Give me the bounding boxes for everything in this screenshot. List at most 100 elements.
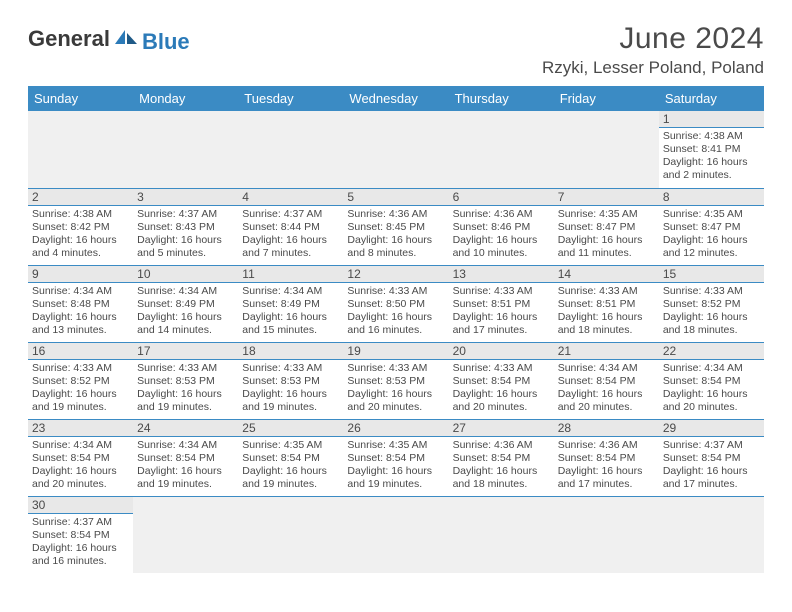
day-number: 6 xyxy=(449,189,554,206)
day-cell: 28Sunrise: 4:36 AMSunset: 8:54 PMDayligh… xyxy=(554,419,659,496)
day-cell: 19Sunrise: 4:33 AMSunset: 8:53 PMDayligh… xyxy=(343,342,448,419)
day-cell: 25Sunrise: 4:35 AMSunset: 8:54 PMDayligh… xyxy=(238,419,343,496)
day-number: 4 xyxy=(238,189,343,206)
day-number: 17 xyxy=(133,343,238,360)
day-details: Sunrise: 4:33 AMSunset: 8:53 PMDaylight:… xyxy=(343,360,448,417)
day-cell: 7Sunrise: 4:35 AMSunset: 8:47 PMDaylight… xyxy=(554,188,659,265)
calendar-row: 2Sunrise: 4:38 AMSunset: 8:42 PMDaylight… xyxy=(28,188,764,265)
day-number: 23 xyxy=(28,420,133,437)
day-details: Sunrise: 4:34 AMSunset: 8:54 PMDaylight:… xyxy=(133,437,238,494)
day-cell: 26Sunrise: 4:35 AMSunset: 8:54 PMDayligh… xyxy=(343,419,448,496)
day-cell: 6Sunrise: 4:36 AMSunset: 8:46 PMDaylight… xyxy=(449,188,554,265)
weekday-header: Friday xyxy=(554,86,659,111)
calendar-row: 23Sunrise: 4:34 AMSunset: 8:54 PMDayligh… xyxy=(28,419,764,496)
day-cell: 9Sunrise: 4:34 AMSunset: 8:48 PMDaylight… xyxy=(28,265,133,342)
day-cell: 14Sunrise: 4:33 AMSunset: 8:51 PMDayligh… xyxy=(554,265,659,342)
day-cell xyxy=(659,496,764,573)
day-details: Sunrise: 4:33 AMSunset: 8:52 PMDaylight:… xyxy=(659,283,764,340)
day-cell: 12Sunrise: 4:33 AMSunset: 8:50 PMDayligh… xyxy=(343,265,448,342)
day-cell: 23Sunrise: 4:34 AMSunset: 8:54 PMDayligh… xyxy=(28,419,133,496)
month-title: June 2024 xyxy=(542,22,764,56)
day-cell xyxy=(133,111,238,188)
weekday-header: Thursday xyxy=(449,86,554,111)
day-cell xyxy=(449,111,554,188)
day-cell: 13Sunrise: 4:33 AMSunset: 8:51 PMDayligh… xyxy=(449,265,554,342)
day-details: Sunrise: 4:37 AMSunset: 8:54 PMDaylight:… xyxy=(659,437,764,494)
day-cell: 11Sunrise: 4:34 AMSunset: 8:49 PMDayligh… xyxy=(238,265,343,342)
weekday-header: Sunday xyxy=(28,86,133,111)
logo-text-a: General xyxy=(28,26,110,51)
day-number: 21 xyxy=(554,343,659,360)
day-cell xyxy=(343,496,448,573)
day-details: Sunrise: 4:34 AMSunset: 8:49 PMDaylight:… xyxy=(238,283,343,340)
day-cell: 30Sunrise: 4:37 AMSunset: 8:54 PMDayligh… xyxy=(28,496,133,573)
day-number: 29 xyxy=(659,420,764,437)
day-details: Sunrise: 4:34 AMSunset: 8:54 PMDaylight:… xyxy=(554,360,659,417)
day-number: 7 xyxy=(554,189,659,206)
logo: General Blue xyxy=(28,22,190,53)
day-details: Sunrise: 4:36 AMSunset: 8:45 PMDaylight:… xyxy=(343,206,448,263)
logo-sail-icon xyxy=(113,28,139,53)
calendar-table: SundayMondayTuesdayWednesdayThursdayFrid… xyxy=(28,86,764,573)
weekday-header: Monday xyxy=(133,86,238,111)
location-text: Rzyki, Lesser Poland, Poland xyxy=(542,58,764,78)
day-number: 27 xyxy=(449,420,554,437)
day-cell: 5Sunrise: 4:36 AMSunset: 8:45 PMDaylight… xyxy=(343,188,448,265)
day-details: Sunrise: 4:38 AMSunset: 8:42 PMDaylight:… xyxy=(28,206,133,263)
day-details: Sunrise: 4:35 AMSunset: 8:54 PMDaylight:… xyxy=(343,437,448,494)
day-details: Sunrise: 4:33 AMSunset: 8:54 PMDaylight:… xyxy=(449,360,554,417)
day-number: 22 xyxy=(659,343,764,360)
day-number: 9 xyxy=(28,266,133,283)
day-number: 10 xyxy=(133,266,238,283)
day-number: 3 xyxy=(133,189,238,206)
day-number: 28 xyxy=(554,420,659,437)
weekday-header: Wednesday xyxy=(343,86,448,111)
day-details: Sunrise: 4:33 AMSunset: 8:53 PMDaylight:… xyxy=(238,360,343,417)
day-details: Sunrise: 4:37 AMSunset: 8:43 PMDaylight:… xyxy=(133,206,238,263)
day-details: Sunrise: 4:33 AMSunset: 8:53 PMDaylight:… xyxy=(133,360,238,417)
calendar-page: General Blue June 2024 Rzyki, Lesser Pol… xyxy=(0,0,792,573)
day-details: Sunrise: 4:35 AMSunset: 8:47 PMDaylight:… xyxy=(554,206,659,263)
day-number: 8 xyxy=(659,189,764,206)
day-cell: 2Sunrise: 4:38 AMSunset: 8:42 PMDaylight… xyxy=(28,188,133,265)
day-cell: 4Sunrise: 4:37 AMSunset: 8:44 PMDaylight… xyxy=(238,188,343,265)
day-number: 1 xyxy=(659,111,764,128)
day-cell: 8Sunrise: 4:35 AMSunset: 8:47 PMDaylight… xyxy=(659,188,764,265)
weekday-header: Tuesday xyxy=(238,86,343,111)
day-details: Sunrise: 4:38 AMSunset: 8:41 PMDaylight:… xyxy=(659,128,764,185)
day-number: 13 xyxy=(449,266,554,283)
day-number: 24 xyxy=(133,420,238,437)
day-number: 20 xyxy=(449,343,554,360)
day-number: 16 xyxy=(28,343,133,360)
day-number: 25 xyxy=(238,420,343,437)
calendar-row: 9Sunrise: 4:34 AMSunset: 8:48 PMDaylight… xyxy=(28,265,764,342)
day-number: 18 xyxy=(238,343,343,360)
calendar-row: 1Sunrise: 4:38 AMSunset: 8:41 PMDaylight… xyxy=(28,111,764,188)
weekday-header-row: SundayMondayTuesdayWednesdayThursdayFrid… xyxy=(28,86,764,111)
day-cell: 17Sunrise: 4:33 AMSunset: 8:53 PMDayligh… xyxy=(133,342,238,419)
day-number: 5 xyxy=(343,189,448,206)
day-cell: 3Sunrise: 4:37 AMSunset: 8:43 PMDaylight… xyxy=(133,188,238,265)
day-details: Sunrise: 4:33 AMSunset: 8:51 PMDaylight:… xyxy=(449,283,554,340)
day-number: 11 xyxy=(238,266,343,283)
day-cell xyxy=(449,496,554,573)
day-details: Sunrise: 4:35 AMSunset: 8:54 PMDaylight:… xyxy=(238,437,343,494)
logo-text-b: Blue xyxy=(142,29,190,54)
day-cell: 16Sunrise: 4:33 AMSunset: 8:52 PMDayligh… xyxy=(28,342,133,419)
day-cell xyxy=(554,111,659,188)
day-number: 30 xyxy=(28,497,133,514)
day-details: Sunrise: 4:36 AMSunset: 8:54 PMDaylight:… xyxy=(449,437,554,494)
title-block: June 2024 Rzyki, Lesser Poland, Poland xyxy=(542,22,764,78)
day-cell xyxy=(238,496,343,573)
day-details: Sunrise: 4:34 AMSunset: 8:54 PMDaylight:… xyxy=(659,360,764,417)
day-details: Sunrise: 4:37 AMSunset: 8:44 PMDaylight:… xyxy=(238,206,343,263)
day-number: 14 xyxy=(554,266,659,283)
day-cell: 22Sunrise: 4:34 AMSunset: 8:54 PMDayligh… xyxy=(659,342,764,419)
day-cell: 1Sunrise: 4:38 AMSunset: 8:41 PMDaylight… xyxy=(659,111,764,188)
day-number: 12 xyxy=(343,266,448,283)
day-cell xyxy=(343,111,448,188)
day-number: 2 xyxy=(28,189,133,206)
day-cell: 20Sunrise: 4:33 AMSunset: 8:54 PMDayligh… xyxy=(449,342,554,419)
day-details: Sunrise: 4:34 AMSunset: 8:49 PMDaylight:… xyxy=(133,283,238,340)
day-cell: 15Sunrise: 4:33 AMSunset: 8:52 PMDayligh… xyxy=(659,265,764,342)
